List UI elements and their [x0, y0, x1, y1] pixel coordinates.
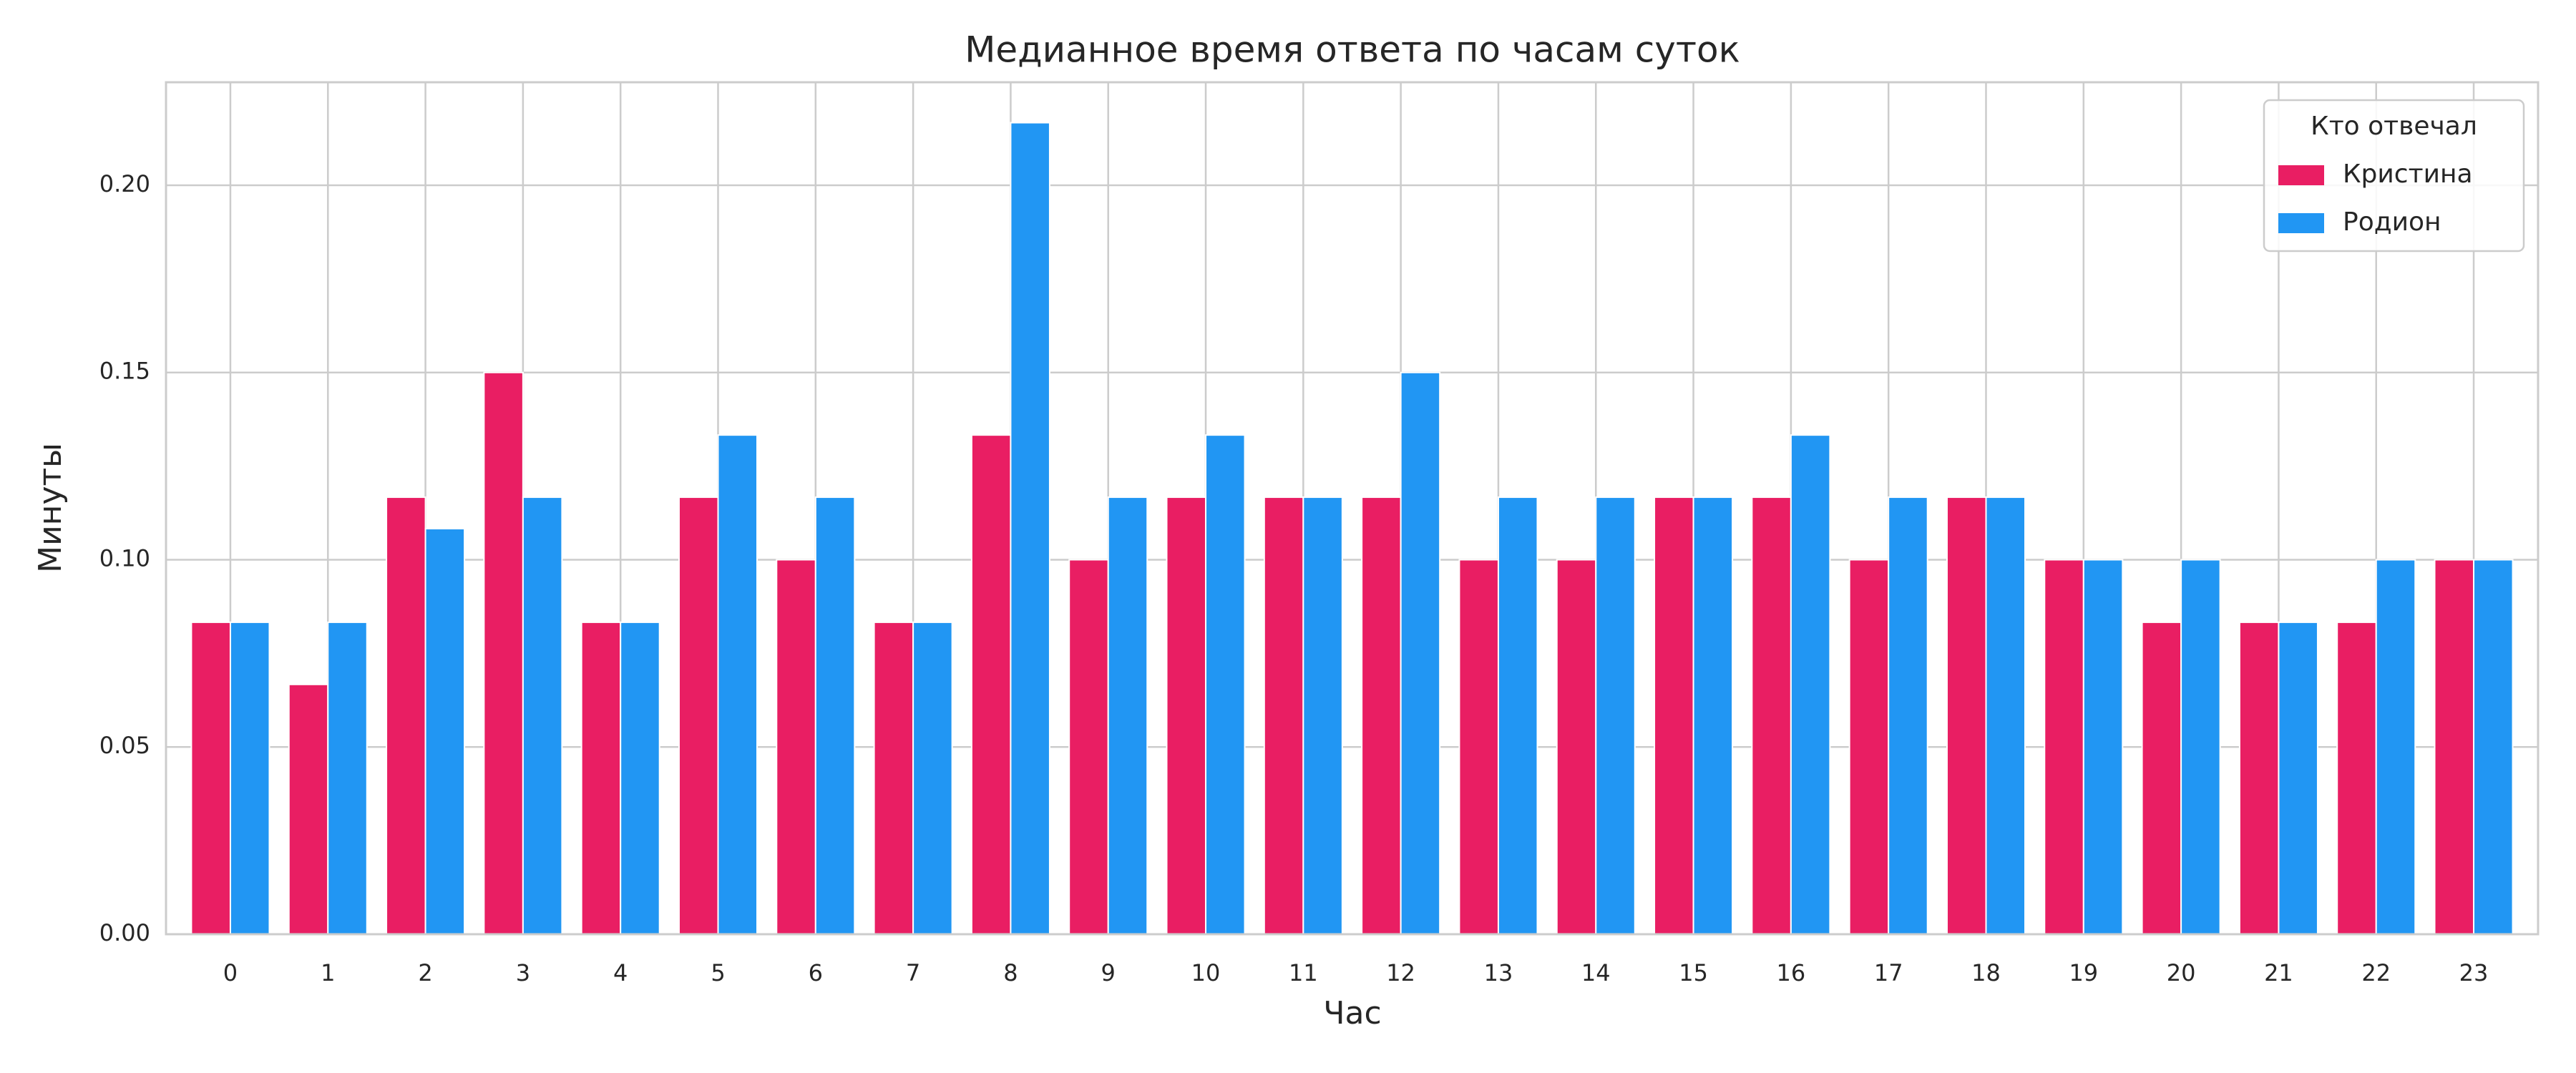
- x-tick-label: 7: [906, 959, 920, 986]
- bar: [1458, 559, 1499, 935]
- bar: [2434, 559, 2475, 935]
- x-tick-label: 13: [1484, 959, 1513, 986]
- x-tick-label: 21: [2264, 959, 2293, 986]
- x-tick-label: 12: [1386, 959, 1415, 986]
- x-tick-label: 6: [809, 959, 823, 986]
- bar: [1010, 122, 1050, 935]
- bar: [912, 621, 953, 935]
- bar: [1302, 496, 1343, 935]
- bar: [1400, 371, 1441, 935]
- bar: [2044, 559, 2084, 935]
- bar: [620, 621, 660, 935]
- bar: [2238, 621, 2280, 935]
- y-tick-label: 0.10: [99, 544, 150, 572]
- y-tick-label: 0.15: [99, 358, 150, 385]
- x-tick-label: 9: [1101, 959, 1116, 986]
- bar: [2375, 559, 2416, 935]
- plot-frame: [165, 81, 2540, 936]
- bar: [1751, 496, 1792, 935]
- bar: [678, 496, 719, 935]
- x-tick-label: 11: [1289, 959, 1318, 986]
- bar: [386, 496, 426, 935]
- x-tick-label: 19: [2069, 959, 2098, 986]
- legend-label: Кристина: [2343, 160, 2473, 189]
- bar: [2278, 621, 2318, 935]
- x-tick-label: 2: [418, 959, 432, 986]
- bar: [229, 621, 270, 935]
- bar: [1205, 434, 1246, 935]
- bar: [1888, 496, 1928, 935]
- bar: [776, 559, 816, 935]
- x-tick-label: 18: [1971, 959, 2001, 986]
- legend-box: [2263, 99, 2525, 253]
- bar: [2180, 559, 2221, 935]
- x-tick-label: 20: [2167, 959, 2196, 986]
- x-tick-label: 5: [711, 959, 725, 986]
- y-tick-label: 0.05: [99, 732, 150, 759]
- bar: [1107, 496, 1148, 935]
- x-tick-label: 10: [1191, 959, 1221, 986]
- bar: [424, 528, 466, 935]
- bar: [814, 496, 856, 935]
- bar: [190, 621, 231, 935]
- chart-title: Медианное время ответа по часам суток: [965, 29, 1740, 71]
- bar: [327, 621, 368, 935]
- legend-title: Кто отвечал: [2311, 112, 2477, 141]
- bar: [1556, 559, 1597, 935]
- bar: [1497, 496, 1538, 935]
- bar: [1595, 496, 1636, 935]
- bar: [2141, 621, 2182, 935]
- bar: [2336, 621, 2377, 935]
- x-tick-label: 22: [2361, 959, 2391, 986]
- bar: [1068, 559, 1109, 935]
- bar: [2082, 559, 2124, 935]
- y-tick-label: 0.00: [99, 919, 150, 946]
- x-tick-label: 23: [2459, 959, 2489, 986]
- bar: [1848, 559, 1890, 935]
- x-axis-label: Час: [1323, 995, 1381, 1032]
- x-tick-label: 1: [321, 959, 335, 986]
- x-tick-label: 4: [613, 959, 628, 986]
- x-tick-label: 15: [1679, 959, 1708, 986]
- bar: [1263, 496, 1304, 935]
- bar: [970, 434, 1012, 935]
- bar: [1654, 496, 1694, 935]
- x-tick-label: 14: [1581, 959, 1611, 986]
- bar: [580, 621, 622, 935]
- bar: [1790, 434, 1831, 935]
- x-tick-label: 8: [1003, 959, 1018, 986]
- y-tick-label: 0.20: [99, 170, 150, 197]
- bar: [288, 683, 329, 935]
- bar: [1692, 496, 1734, 935]
- x-tick-label: 0: [223, 959, 238, 986]
- bar: [2473, 559, 2514, 935]
- legend-swatch: [2278, 213, 2324, 233]
- bar: [1985, 496, 2026, 935]
- bar: [1166, 496, 1207, 935]
- bar: [1361, 496, 1402, 935]
- legend-label: Родион: [2343, 207, 2441, 237]
- x-tick-label: 17: [1874, 959, 1903, 986]
- bar: [717, 434, 758, 935]
- bar: [873, 621, 914, 935]
- legend-swatch: [2278, 165, 2324, 185]
- x-tick-label: 16: [1777, 959, 1806, 986]
- bar: [483, 371, 524, 935]
- bar: [1946, 496, 1987, 935]
- y-axis-label: Минуты: [32, 443, 69, 573]
- bar: [522, 496, 563, 935]
- x-tick-label: 3: [516, 959, 530, 986]
